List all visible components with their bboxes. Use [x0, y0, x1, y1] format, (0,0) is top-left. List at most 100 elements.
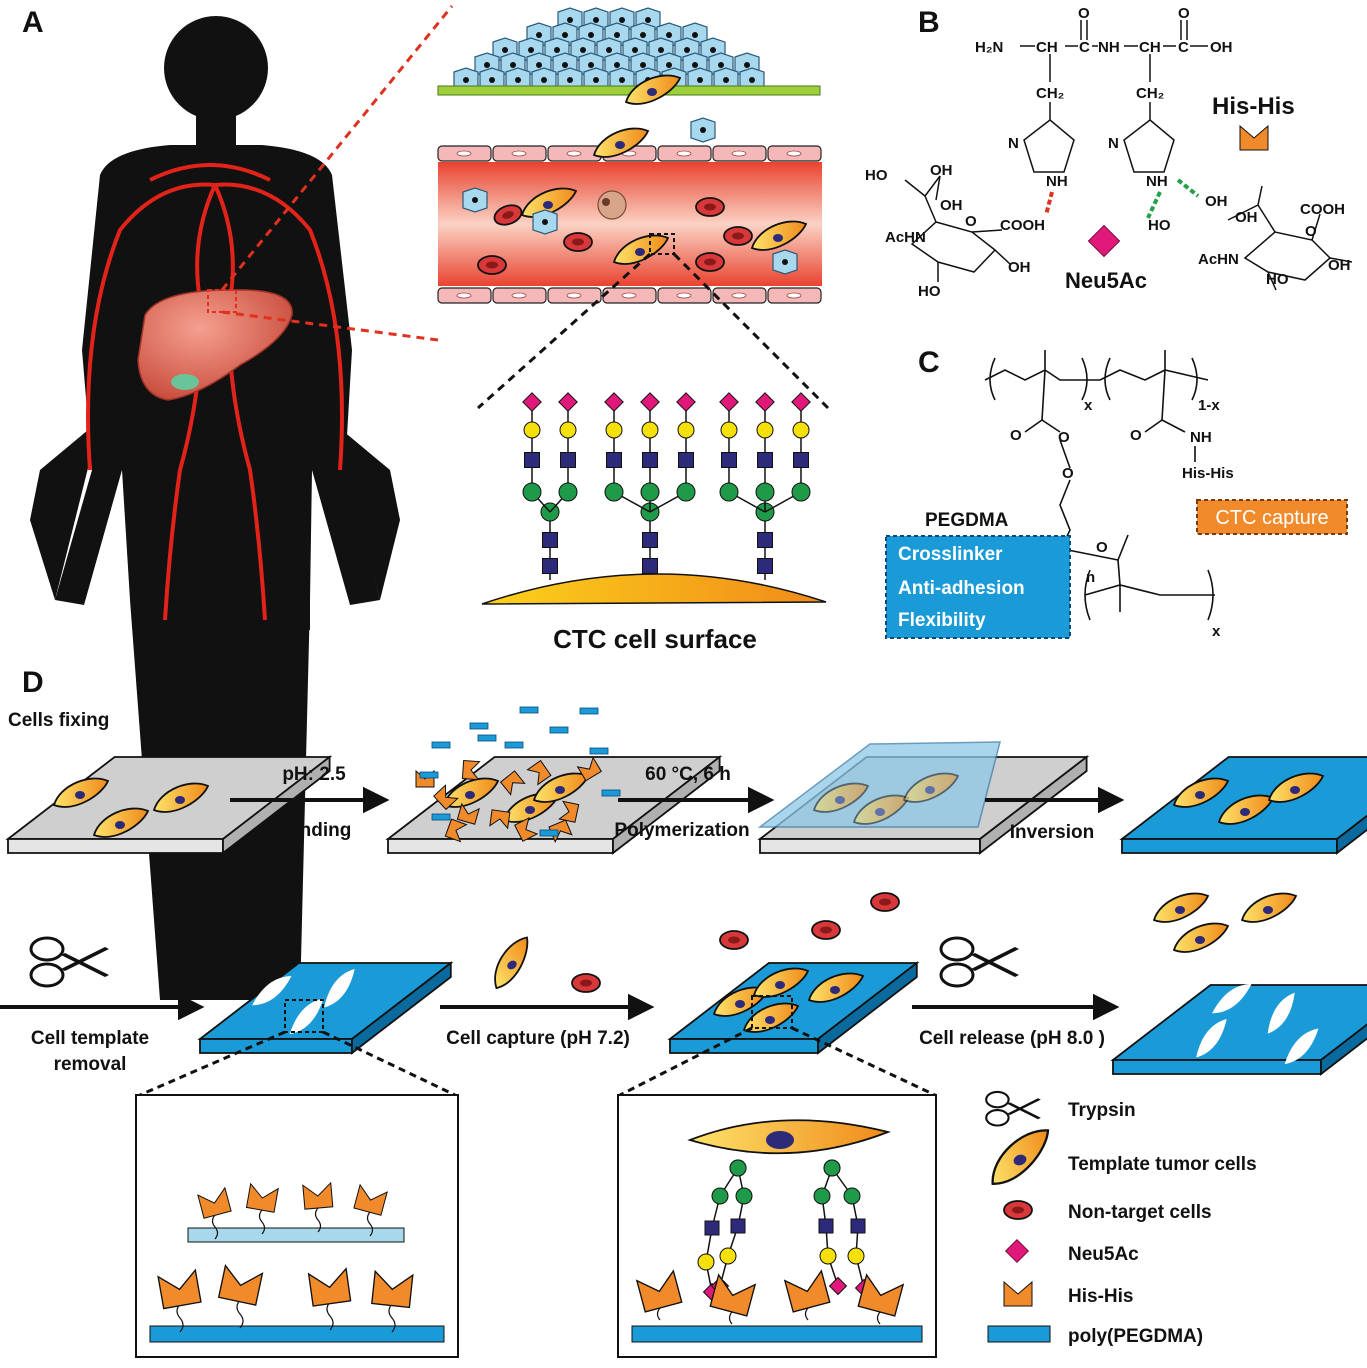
vessel-cells	[462, 74, 807, 275]
svg-text:x: x	[1084, 397, 1093, 414]
svg-text:COOH: COOH	[1300, 201, 1345, 218]
legend-label-poly-pegdma: poly(PEGDMA)	[1068, 1326, 1203, 1347]
ctc-capture-box	[1196, 499, 1348, 535]
his-his-title: His-His	[1212, 93, 1295, 120]
legend-label-non-target-cells: Non-target cells	[1068, 1202, 1212, 1223]
process-arrows	[0, 786, 1125, 1021]
svg-text:O: O	[1078, 5, 1090, 22]
svg-text:n: n	[1086, 569, 1095, 586]
neu5ac-structure-right	[1227, 185, 1353, 291]
svg-text:CH₂: CH₂	[1036, 85, 1064, 102]
svg-text:His-His: His-His	[1182, 465, 1234, 482]
panel-label-a: A	[22, 6, 44, 39]
svg-text:x: x	[1212, 623, 1221, 640]
neu5ac-label: Neu5Ac	[1065, 268, 1147, 293]
step2-condition: 60 °C, 6 h	[645, 764, 731, 785]
hbond-green-1	[1146, 191, 1162, 219]
step2-label: Polymerization	[614, 820, 749, 841]
svg-text:N: N	[1108, 135, 1119, 152]
svg-text:O: O	[1058, 429, 1070, 446]
neu5ac-structure-left	[904, 175, 1011, 282]
svg-text:HO: HO	[865, 167, 888, 184]
legend-label-template-tumor-cells: Template tumor cells	[1068, 1154, 1257, 1175]
svg-text:N: N	[1008, 135, 1019, 152]
his-his-icon	[1003, 1281, 1033, 1307]
neu5ac-atoms-left: HO OH OH AcHN O COOH OH HO	[865, 162, 1045, 300]
svg-text:NH: NH	[1190, 429, 1212, 446]
hbond-red	[1044, 191, 1054, 216]
panel-label-d: D	[22, 666, 44, 699]
svg-text:NH: NH	[1146, 173, 1168, 190]
step1-label: Binding	[281, 820, 352, 841]
circulatory-vessels	[86, 163, 344, 621]
neu5ac-diamond	[1087, 224, 1121, 258]
pegdma-prop-flexibility: Flexibility	[898, 610, 986, 631]
neu5ac-diamond-icon	[1004, 1238, 1030, 1264]
non-target-cell-icon	[1003, 1200, 1033, 1220]
svg-text:OH: OH	[1008, 259, 1031, 276]
svg-text:OH: OH	[1205, 193, 1228, 210]
step5-label: Cell capture (pH 7.2)	[446, 1028, 630, 1049]
neu5ac-atoms-right: OH HO OH AcHN O COOH HO OH	[1148, 193, 1351, 288]
svg-text:1-x: 1-x	[1198, 397, 1220, 414]
tumor-cell-icon	[979, 1126, 1061, 1188]
panel-label-b: B	[918, 6, 940, 39]
svg-text:O: O	[1178, 5, 1190, 22]
hbond-green-2	[1176, 178, 1200, 198]
zoom-box-b	[649, 233, 675, 255]
cells-fixing-label: Cells fixing	[8, 710, 109, 731]
svg-text:O: O	[1305, 223, 1317, 240]
svg-text:C: C	[1079, 39, 1090, 56]
legend: Trypsin Template tumor cells Non-target …	[979, 1090, 1257, 1347]
svg-text:OH: OH	[1210, 39, 1233, 56]
pegdma-title: PEGDMA	[925, 510, 1009, 531]
his-his-atoms: H₂N CH C NH CH C OH O O CH₂ CH₂ N NH N N…	[975, 5, 1233, 190]
ctc-capture-label: CTC capture	[1215, 507, 1328, 529]
svg-text:AcHN: AcHN	[885, 229, 926, 246]
his-his-structure	[1020, 20, 1208, 173]
step4-label-1: Cell template	[31, 1028, 149, 1049]
tissue-cell-cluster	[453, 7, 765, 93]
step6-label: Cell release (pH 8.0 )	[919, 1028, 1105, 1049]
panel-label-c: C	[918, 346, 940, 379]
svg-text:AcHN: AcHN	[1198, 251, 1239, 268]
svg-text:C: C	[1178, 39, 1189, 56]
zoom-lines-surface	[476, 252, 830, 410]
scissors-icon	[29, 936, 111, 988]
svg-text:OH: OH	[940, 197, 963, 214]
svg-text:NH: NH	[1046, 173, 1068, 190]
svg-text:O: O	[1010, 427, 1022, 444]
step1-condition: pH: 2.5	[282, 764, 346, 785]
svg-text:CH: CH	[1139, 39, 1161, 56]
scissors-icon	[939, 936, 1021, 988]
step4-label-2: removal	[54, 1054, 127, 1075]
zoom-inset-right	[617, 995, 937, 1358]
his-his-icon	[1239, 125, 1269, 151]
svg-text:CH₂: CH₂	[1136, 85, 1164, 102]
svg-text:H₂N: H₂N	[975, 39, 1003, 56]
zoom-inset-left	[135, 999, 459, 1358]
svg-text:O: O	[1130, 427, 1142, 444]
ctc-surface-label: CTC cell surface	[553, 624, 757, 654]
svg-text:O: O	[965, 213, 977, 230]
svg-text:HO: HO	[1148, 217, 1171, 234]
process-slabs	[5, 706, 1367, 1076]
step3-label: Inversion	[1010, 822, 1094, 843]
svg-text:COOH: COOH	[1000, 217, 1045, 234]
legend-label-his-his: His-His	[1068, 1286, 1133, 1307]
pegdma-prop-anti-adhesion: Anti-adhesion	[898, 578, 1025, 599]
svg-text:CH: CH	[1036, 39, 1058, 56]
zoom-lines-a	[220, 5, 454, 342]
svg-text:NH: NH	[1098, 39, 1120, 56]
svg-text:O: O	[1096, 539, 1108, 556]
pegdma-atoms: x 1-x O O O NH His-His O O n x	[1010, 397, 1234, 640]
legend-label-neu5ac: Neu5Ac	[1068, 1244, 1139, 1265]
blood-vessel	[437, 145, 822, 304]
svg-text:HO: HO	[1266, 271, 1289, 288]
pegdma-polymer-structure	[984, 350, 1215, 621]
svg-text:OH: OH	[1235, 209, 1258, 226]
svg-text:HO: HO	[918, 283, 941, 300]
legend-label-trypsin: Trypsin	[1068, 1100, 1136, 1121]
svg-text:O: O	[1062, 465, 1074, 482]
